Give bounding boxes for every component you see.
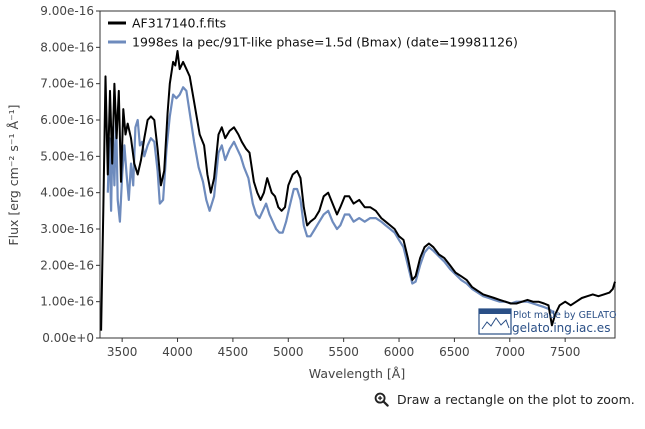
- zoom-hint-text: Draw a rectangle on the plot to zoom.: [397, 392, 635, 407]
- y-tick-label: 3.00e-16: [40, 222, 94, 236]
- y-tick-label: 8.00e-16: [40, 40, 94, 54]
- series-line-template: [106, 86, 555, 314]
- x-tick-label: 4000: [162, 345, 193, 359]
- legend-label-series-1: AF317140.f.fits: [132, 16, 226, 31]
- x-tick-label: 7500: [550, 345, 581, 359]
- y-tick-label: 9.00e-16: [40, 4, 94, 18]
- gelato-watermark: Plot made by GELATO gelato.ing.iac.es: [478, 308, 616, 335]
- x-axis-label: Wavelength [Å]: [309, 366, 405, 381]
- axis-ticks: 3500 4000 4500 5000 5500 6000 6500 7000 7500 0.00…: [40, 4, 580, 359]
- zoom-in-icon[interactable]: [374, 392, 389, 407]
- y-tick-label: 5.00e-16: [40, 149, 94, 163]
- x-tick-label: 7000: [495, 345, 526, 359]
- x-tick-label: 3500: [107, 345, 138, 359]
- y-tick-label: 6.00e-16: [40, 113, 94, 127]
- x-tick-label: 4500: [218, 345, 249, 359]
- y-axis-label: Flux [erg cm⁻² s⁻¹ Å⁻¹]: [6, 104, 21, 245]
- x-tick-label: 6000: [384, 345, 415, 359]
- legend: AF317140.f.fits 1998es Ia pec/91T-like p…: [108, 16, 518, 50]
- y-tick-label: 1.00e-16: [40, 295, 94, 309]
- x-tick-label: 5500: [328, 345, 359, 359]
- x-tick-label: 6500: [439, 345, 470, 359]
- x-tick-label: 5000: [273, 345, 304, 359]
- series-line-observed: [100, 50, 616, 331]
- gelato-logo-spectrum: [481, 317, 510, 330]
- series-layer: [100, 50, 616, 331]
- y-tick-label: 0.00e+0: [42, 331, 94, 345]
- y-tick-label: 2.00e-16: [40, 258, 94, 272]
- watermark-line1: Plot made by GELATO: [513, 310, 616, 321]
- gelato-logo-band: [479, 309, 511, 314]
- legend-label-series-2: 1998es Ia pec/91T-like phase=1.5d (Bmax)…: [132, 35, 518, 50]
- y-tick-label: 7.00e-16: [40, 77, 94, 91]
- y-tick-label: 4.00e-16: [40, 186, 94, 200]
- watermark-line2: gelato.ing.iac.es: [512, 321, 610, 335]
- plot-area[interactable]: [99, 10, 616, 339]
- zoom-hint: Draw a rectangle on the plot to zoom.: [374, 392, 635, 407]
